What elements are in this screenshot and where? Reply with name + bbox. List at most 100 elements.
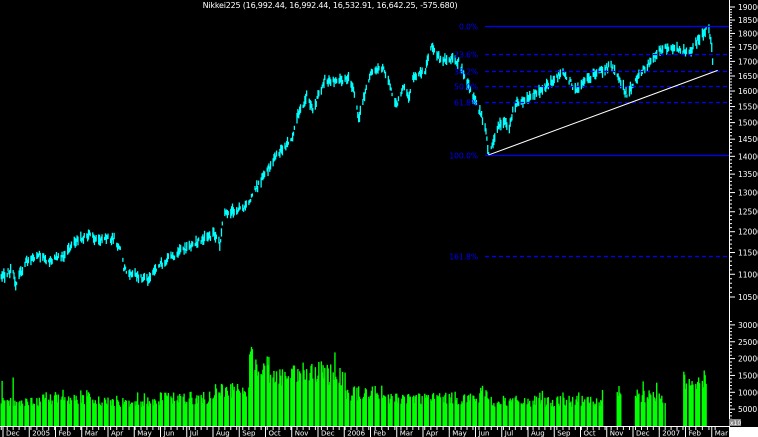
volume-bar (511, 399, 513, 426)
volume-bar (322, 365, 324, 426)
volume-bar (357, 400, 359, 426)
volume-bar (401, 398, 403, 426)
volume-bar (56, 402, 59, 426)
chart-title: Nikkei225 (16,992.44, 16,992.44, 16,532.… (202, 1, 458, 10)
volume-bar (485, 390, 487, 426)
volume-bar (208, 401, 210, 426)
volume-bar (304, 379, 306, 426)
volume-bar (130, 402, 133, 426)
volume-bar (310, 365, 312, 426)
volume-bar (318, 361, 320, 426)
volume-bar (517, 400, 519, 426)
volume-bar (556, 397, 558, 426)
volume-bar (418, 393, 421, 426)
volume-bar (251, 349, 254, 426)
volume-bar (593, 405, 595, 426)
volume-bar (242, 393, 245, 426)
volume-bar (142, 401, 144, 426)
volume-bar (468, 400, 471, 426)
volume-bar (550, 402, 552, 426)
volume-bar (122, 397, 124, 426)
volume-bar (230, 397, 233, 426)
volume-bar (437, 396, 439, 426)
volume-bar (214, 384, 217, 426)
price-tick-label: 12500 (738, 208, 758, 217)
price-tick-label: 11500 (738, 249, 758, 258)
volume-bar (323, 378, 325, 426)
volume-bar (136, 392, 139, 426)
volume-bar (99, 405, 102, 426)
volume-bar (688, 379, 690, 426)
volume-bar (583, 401, 585, 426)
volume-bar (153, 405, 155, 426)
volume-bar (249, 354, 251, 426)
volume-bar (341, 385, 343, 426)
volume-bar (101, 402, 103, 426)
volume-bar (69, 397, 72, 426)
volume-bar (249, 351, 252, 426)
volume-bar (320, 361, 323, 426)
volume-bar (407, 394, 410, 426)
volume-bar (505, 405, 507, 426)
volume-bar (95, 403, 97, 426)
volume-bar (359, 398, 362, 426)
volume-bar (455, 400, 457, 426)
volume-bar (378, 398, 380, 426)
volume-bar (696, 388, 698, 426)
month-label: Mar (85, 430, 98, 437)
month-label: Aug (531, 430, 545, 437)
volume-bar (67, 396, 70, 426)
volume-bar (272, 377, 274, 426)
volume-bar (394, 401, 396, 426)
volume-bar (183, 393, 185, 426)
volume-bar (449, 402, 451, 426)
volume-bar (225, 387, 227, 426)
volume-bar (212, 398, 214, 426)
volume-bar (166, 396, 169, 426)
volume-bar (698, 383, 701, 426)
month-label: Mar (715, 430, 728, 437)
price-tick-label: 15000 (738, 119, 758, 128)
volume-bar (13, 405, 15, 426)
volume-bar (580, 405, 583, 426)
volume-bar (117, 401, 120, 426)
volume-bar (648, 390, 650, 426)
volume-bar (685, 383, 688, 426)
volume-bar (255, 359, 257, 426)
volume-bar (297, 369, 299, 426)
volume-bar (616, 392, 618, 426)
volume-bar (66, 400, 69, 426)
volume-bar (76, 399, 78, 426)
month-label: Nov (295, 430, 309, 437)
volume-tick-label: 25000 (738, 338, 758, 347)
month-label: Jul (189, 430, 199, 437)
volume-bar (462, 403, 464, 426)
volume-bar (147, 397, 149, 426)
volume-bar (640, 401, 643, 426)
volume-bar (197, 395, 200, 426)
volume-bar (6, 399, 8, 426)
volume-bar (333, 379, 335, 426)
fib-label: 100.0% (449, 152, 478, 161)
volume-bar (172, 403, 174, 426)
volume-bar (54, 392, 57, 426)
month-label: Dec (6, 430, 20, 437)
volume-bar (391, 395, 393, 426)
volume-bar (26, 401, 29, 426)
volume-bar (376, 392, 378, 426)
volume-bar (25, 398, 27, 426)
volume-bar (638, 393, 640, 426)
volume-bar (7, 401, 9, 426)
volume-bar (201, 397, 203, 426)
volume-bar (221, 384, 224, 426)
volume-bar (45, 392, 47, 426)
volume-bar (521, 403, 523, 426)
volume-bar (547, 397, 550, 426)
volume-bar (600, 400, 603, 426)
volume-bar (242, 387, 244, 426)
volume-bar (42, 394, 45, 426)
volume-bar (474, 401, 477, 426)
volume-bar (457, 404, 460, 426)
volume-bar (684, 388, 687, 426)
volume-bar (486, 391, 488, 426)
